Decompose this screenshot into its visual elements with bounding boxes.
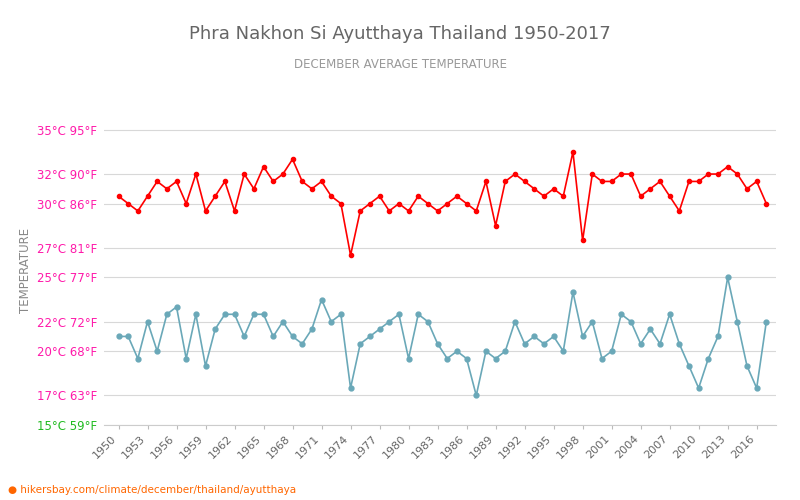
- Text: ● hikersbay.com/climate/december/thailand/ayutthaya: ● hikersbay.com/climate/december/thailan…: [8, 485, 296, 495]
- Text: DECEMBER AVERAGE TEMPERATURE: DECEMBER AVERAGE TEMPERATURE: [294, 58, 506, 70]
- Y-axis label: TEMPERATURE: TEMPERATURE: [19, 228, 32, 312]
- Text: Phra Nakhon Si Ayutthaya Thailand 1950-2017: Phra Nakhon Si Ayutthaya Thailand 1950-2…: [189, 25, 611, 43]
